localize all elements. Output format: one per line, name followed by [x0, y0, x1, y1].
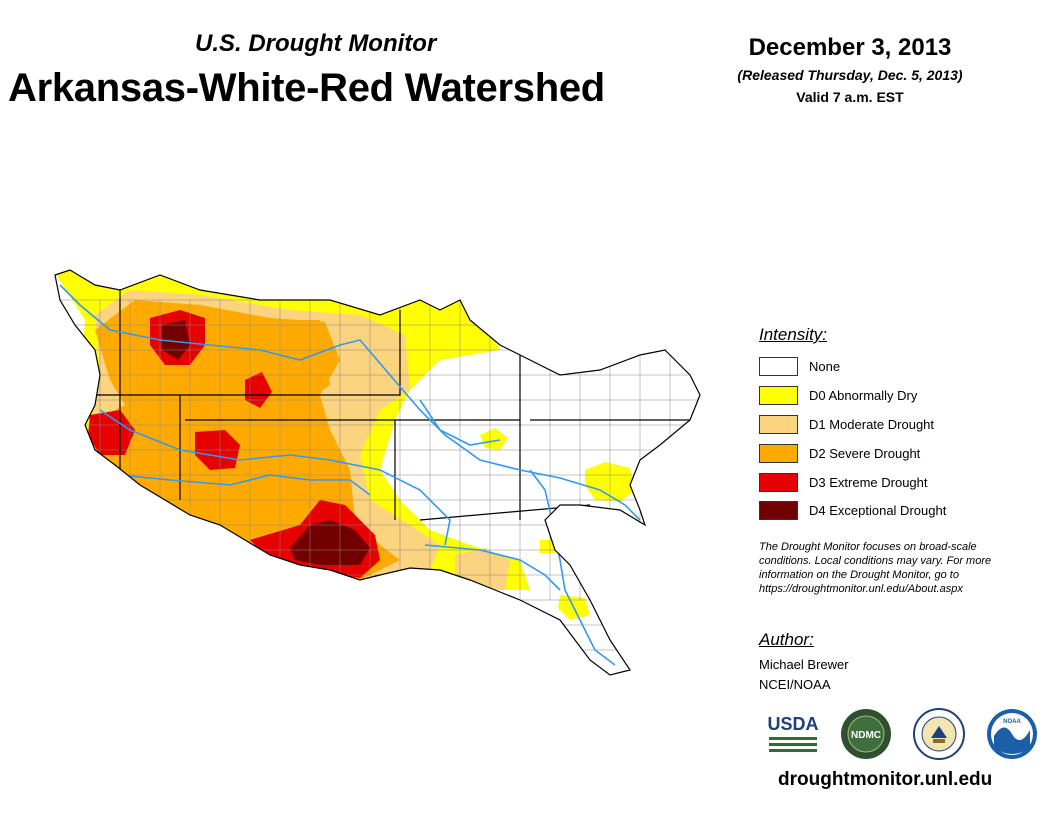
map-subtitle: U.S. Drought Monitor	[195, 30, 437, 57]
usda-logo: USDA	[767, 714, 819, 752]
commerce-seal-logo	[913, 708, 965, 760]
ndmc-logo: NDMC	[841, 709, 891, 759]
rivers	[59, 284, 641, 666]
author-name: Michael Brewer	[759, 657, 849, 672]
drought-d0-area-ne	[480, 428, 508, 450]
legend-swatch	[759, 385, 798, 405]
ndmc-logo-text: NDMC	[851, 730, 881, 741]
author-heading: Author:	[759, 630, 814, 649]
legend-item-d0: D0 Abnormally Dry	[759, 385, 917, 405]
legend-swatch	[759, 500, 798, 520]
noaa-logo: NOAA	[987, 709, 1037, 759]
usda-logo-text: USDA	[767, 714, 818, 734]
valid-time: Valid 7 a.m. EST	[796, 89, 904, 105]
legend-item-none: None	[759, 356, 840, 376]
legend-swatch	[759, 356, 798, 376]
drought-d3-area-central-north	[245, 372, 272, 408]
website-url[interactable]: droughtmonitor.unl.edu	[778, 769, 993, 790]
legend-swatch	[759, 443, 798, 463]
legend-item-d4: D4 Exceptional Drought	[759, 500, 946, 520]
noaa-logo-text: NOAA	[1003, 719, 1021, 725]
legend-swatch	[759, 414, 798, 434]
legend-item-d3: D3 Extreme Drought	[759, 472, 928, 492]
author-org: NCEI/NOAA	[759, 677, 831, 692]
map-title: Arkansas-White-Red Watershed	[8, 66, 605, 110]
legend-label: None	[809, 358, 841, 374]
info-note: The Drought Monitor focuses on broad-sca…	[759, 541, 992, 595]
release-date: (Released Thursday, Dec. 5, 2013)	[737, 67, 963, 83]
watershed-map	[54, 269, 701, 676]
map-date: December 3, 2013	[748, 34, 952, 61]
legend-item-d2: D2 Severe Drought	[759, 443, 920, 463]
legend-item-d1: D1 Moderate Drought	[759, 414, 934, 434]
legend-label: D1 Moderate Drought	[809, 416, 935, 432]
legend-swatch	[759, 472, 798, 492]
legend-label: D3 Extreme Drought	[809, 474, 928, 490]
legend-label: D2 Severe Drought	[809, 445, 921, 461]
legend-label: D4 Exceptional Drought	[809, 502, 947, 518]
legend-title: Intensity:	[759, 325, 828, 344]
legend-label: D0 Abnormally Dry	[809, 387, 918, 403]
